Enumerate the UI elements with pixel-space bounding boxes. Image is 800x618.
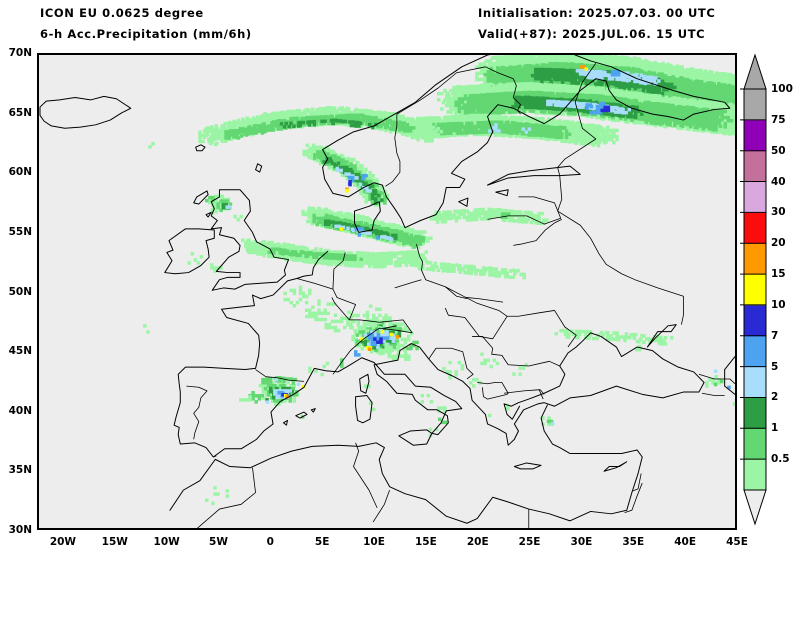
colorbar-label-7: 7 [771,330,778,342]
colorbar-label-1: 1 [771,422,778,434]
x-tick-40E: 40E [665,536,705,548]
y-tick-70N: 70N [2,47,32,59]
colorbar-label-20: 20 [771,237,786,249]
x-tick-10W: 10W [147,536,187,548]
x-tick-5E: 5E [302,536,342,548]
x-tick-35E: 35E [613,536,653,548]
x-tick-20E: 20E [458,536,498,548]
colorbar-swatches [740,53,767,526]
x-tick-15E: 15E [406,536,446,548]
colorbar-label-5: 5 [771,361,778,373]
x-tick-30E: 30E [561,536,601,548]
x-tick-10E: 10E [354,536,394,548]
colorbar-label-40: 40 [771,176,786,188]
model-title: ICON EU 0.0625 degree [40,6,204,20]
colorbar-label-100: 100 [771,83,793,95]
precipitation-map[interactable] [37,53,737,530]
precipitation-field [143,55,735,506]
colorbar-label-30: 30 [771,206,786,218]
y-tick-45N: 45N [2,345,32,357]
y-tick-35N: 35N [2,464,32,476]
coastlines [39,55,735,528]
x-tick-15W: 15W [95,536,135,548]
colorbar-label-50: 50 [771,145,786,157]
colorbar-label-2: 2 [771,391,778,403]
y-tick-50N: 50N [2,286,32,298]
x-tick-5W: 5W [198,536,238,548]
colorbar-label-15: 15 [771,268,786,280]
x-tick-45E: 45E [717,536,757,548]
y-tick-65N: 65N [2,107,32,119]
field-title: 6-h Acc.Precipitation (mm/6h) [40,27,252,41]
y-tick-60N: 60N [2,166,32,178]
initialisation-label: Initialisation: 2025.07.03. 00 UTC [478,6,715,20]
x-tick-25E: 25E [510,536,550,548]
x-tick-20W: 20W [43,536,83,548]
colorbar-label-10: 10 [771,299,786,311]
colorbar-label-0.5: 0.5 [771,453,790,465]
map-canvas [39,55,735,528]
y-tick-30N: 30N [2,524,32,536]
y-tick-40N: 40N [2,405,32,417]
colorbar-label-75: 75 [771,114,786,126]
valid-time-label: Valid(+87): 2025.JUL.06. 15 UTC [478,27,705,41]
x-tick-0: 0 [250,536,290,548]
y-tick-55N: 55N [2,226,32,238]
colorbar[interactable]: 0.5 1 2 5 7 10 15 20 30 40 50 75 100 [740,53,793,526]
